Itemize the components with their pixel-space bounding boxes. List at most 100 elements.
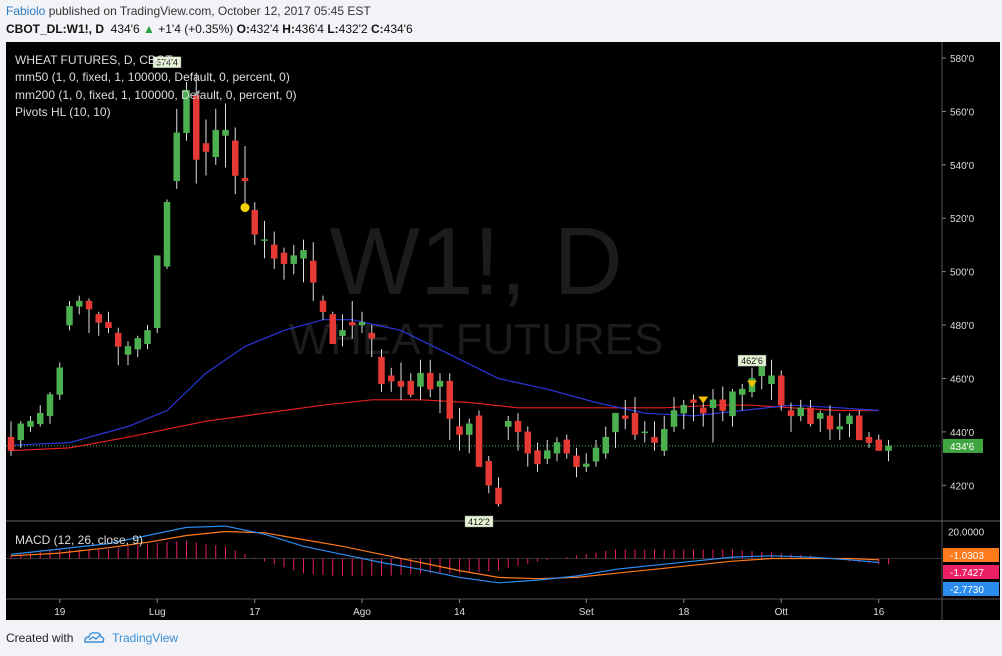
mm50-legend: mm50 (1, 0, fixed, 1, 100000, Default, 0… [15,70,290,84]
time-tick-label: 17 [249,607,261,618]
candle-up [56,367,63,395]
mm200-line [10,399,879,452]
price-tick-label: 420'0 [950,481,975,492]
candle-up [46,394,54,417]
candle-up [27,420,34,427]
candle-down [690,399,697,403]
candle-down [534,450,541,465]
candle-up [212,129,219,158]
candle-up [612,412,619,433]
candle-down [202,143,210,152]
candle-down [193,95,200,160]
mm200-legend: mm200 (1, 0, fixed, 1, 100000, Default, … [15,88,297,102]
candle-down [563,439,570,454]
price-tick-label: 480'0 [950,321,975,332]
footer: Created with TradingView [6,630,178,645]
macd-line [10,525,879,584]
candle-up [797,407,804,417]
candle-down [7,436,15,451]
candle-up [758,364,765,377]
pivot-label-box [737,354,767,367]
time-tick-label: Ott [775,607,789,618]
candle-up [466,423,473,435]
series-title: WHEAT FUTURES, D, CBOT [15,53,173,67]
candle-down [514,420,522,433]
candle-up [729,391,736,417]
candle-up [592,447,600,462]
time-tick-label: Lug [149,607,166,618]
candle-up [154,255,161,328]
price-tick-label: 500'0 [950,268,975,279]
candle-down [232,140,239,176]
candle-down [280,252,288,264]
high-value: 436'4 [294,22,324,36]
macd-value-tag-text: -1.0303 [950,551,984,562]
price-tick-label: 460'0 [950,374,975,385]
author-link[interactable]: Fabiolo [6,4,46,18]
candle-down [573,455,580,467]
candle-up [661,428,668,451]
macd-value-tag [943,582,999,596]
pivot-label-text: 412'2 [468,517,490,527]
tradingview-brand-link[interactable]: TradingView [112,631,179,645]
macd-value-tag [943,565,999,579]
candle-up [173,132,180,182]
macd-title: MACD (12, 26, close, 9) [15,533,143,547]
candle-up [836,426,843,430]
candle-down [105,322,112,328]
candle-up [37,412,44,425]
watermark-name: WHEAT FUTURES [289,315,664,364]
candle-down [524,431,531,454]
quote-line: CBOT_DL:W1!, D 434'6 ▲ +1'4 (+0.35%) O:4… [6,22,413,36]
publish-line: Fabiolo published on TradingView.com, Oc… [6,4,371,18]
macd-signal-line [10,530,879,580]
pivot-down-triangle [698,396,709,404]
tradingview-cloud-icon [83,632,105,643]
candle-up [680,404,687,414]
candle-up [505,420,512,427]
candle-up [583,463,590,467]
price-tick-label: 540'0 [950,161,975,172]
close-label: C: [370,22,384,36]
candle-down [329,314,336,345]
price-tick-label: 580'0 [950,54,975,65]
candle-up [436,380,444,387]
change-value: +1'4 (+0.35%) [158,22,234,36]
candle-down [319,300,327,312]
candle-down [251,209,258,235]
open-label: O: [236,22,250,36]
candle-up [846,415,853,425]
candle-down [115,332,122,347]
candle-down [310,260,317,283]
pivot-dot [240,203,250,213]
candle-up [339,330,346,336]
macd-value-tag [943,548,999,562]
low-value: 432'2 [338,22,368,36]
pivot-label-box [464,515,494,528]
candle-up [183,89,190,134]
candle-up [817,412,824,419]
candle-down [349,322,356,326]
candle-up [709,399,717,409]
chart-area[interactable]: W1!, D WHEAT FUTURES 580'0 560'0 540'0 520'0… [6,42,1000,620]
candle-up [602,436,609,454]
macd-value-tag-text: -2.7730 [950,585,984,596]
candle-down [865,436,873,443]
candle-down [368,332,375,339]
last-price-tag [943,438,983,453]
candle-up [144,330,151,345]
publish-header: Fabiolo published on TradingView.com, Oc… [0,0,1002,42]
created-with-text: Created with [6,631,74,645]
price-tick-label: 520'0 [950,214,975,225]
candle-down [378,356,385,385]
price-tick-label: 560'0 [950,107,975,118]
up-arrow-icon: ▲ [143,22,155,36]
time-tick-label: 18 [678,607,690,618]
pivot-down-triangle [747,380,757,388]
candle-up [739,388,746,395]
candle-down [875,439,882,451]
macd-tick-label: 20.0000 [948,527,985,538]
pivots-legend: Pivots HL (10, 10) [15,105,111,119]
candle-down [388,375,395,382]
